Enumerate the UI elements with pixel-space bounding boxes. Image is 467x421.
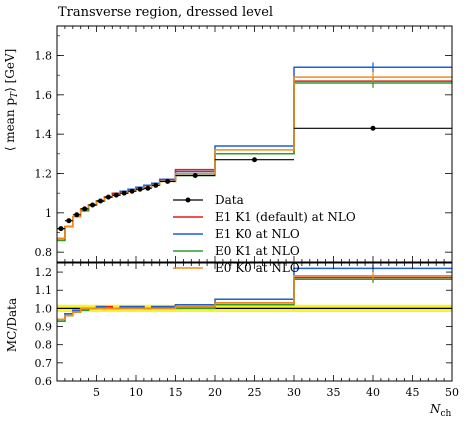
ratio-y-tick-label: 1.1: [35, 284, 53, 297]
data-point: [129, 188, 135, 194]
data-point: [97, 198, 103, 204]
x-axis-label-main: N: [429, 402, 441, 416]
main-plot: 0.8 1 1.2 1.4 1.6 1.8: [35, 25, 453, 263]
ratio-frame: [56, 262, 453, 382]
x-tick-label: 20: [208, 386, 222, 399]
data-point: [66, 218, 72, 224]
ratio-y-tick-label: 0.8: [35, 339, 53, 352]
main-y-tick-label: 1: [45, 207, 52, 220]
data-point: [58, 226, 64, 232]
data-point: [90, 202, 96, 208]
ratio-plot: 5 10 15 20 25 30 35 40 45 50 0.6 0.7 0.8 0.9 1.0 1.1 1.2: [35, 262, 459, 399]
data-point: [74, 212, 80, 218]
main-y-tick-label: 1.2: [35, 168, 53, 181]
legend: Data E1 K1 (default) at NLO E1 K0 at NLO E0…: [173, 193, 356, 275]
ratio-y-tick-label: 0.7: [35, 357, 53, 370]
x-tick-label: 35: [327, 386, 341, 399]
data-point: [165, 178, 171, 184]
data-point: [252, 157, 257, 163]
x-tick-label: 15: [169, 386, 183, 399]
data-point: [121, 190, 127, 196]
main-y-axis-label-suffix: ⟩ [GeV]: [3, 49, 17, 92]
data-point: [192, 172, 198, 178]
main-y-axis-label-prefix: ⟨ mean p: [3, 98, 17, 152]
ratio-y-axis-label: MC/Data: [5, 298, 19, 352]
main-y-tick-label: 1.6: [35, 89, 53, 102]
data-point: [113, 192, 119, 198]
mc-series-3-ratio: [57, 274, 452, 321]
ratio-y-tick-label: 1.0: [35, 302, 53, 315]
mc-series-1-ratio: [57, 267, 452, 321]
x-axis-label: Nch: [429, 402, 452, 419]
x-tick-label: 25: [248, 386, 262, 399]
chart-title: Transverse region, dressed level: [58, 5, 273, 20]
data-point: [105, 194, 111, 200]
x-tick-label: 50: [445, 386, 459, 399]
data-point: [153, 182, 159, 188]
main-y-tick-label: 1.4: [35, 128, 53, 141]
main-y-axis-label: ⟨ mean pT⟩ [GeV]: [3, 49, 20, 152]
data-point: [145, 185, 151, 191]
x-tick-label: 45: [406, 386, 420, 399]
x-tick-label: 40: [366, 386, 380, 399]
legend-marker: [185, 197, 191, 203]
main-y-tick-label: 0.8: [35, 246, 53, 259]
legend-label: E0 K1 at NLO: [215, 244, 300, 258]
data-point: [137, 186, 143, 192]
data-point: [370, 125, 376, 131]
main-y-axis-label-sub: T: [10, 91, 20, 98]
ratio-y-tick-label: 1.2: [35, 266, 53, 279]
mc-series-2-ratio: [57, 278, 452, 322]
legend-label: E1 K0 at NLO: [215, 227, 300, 241]
main-y-tick-label: 1.8: [35, 50, 53, 63]
x-tick-label: 5: [93, 386, 100, 399]
legend-label: E0 K0 at NLO: [215, 261, 300, 275]
ratio-y-tick-label: 0.9: [35, 321, 53, 334]
x-axis-label-sub: ch: [441, 409, 452, 419]
x-tick-label: 10: [129, 386, 143, 399]
legend-label: E1 K1 (default) at NLO: [215, 210, 356, 224]
x-tick-label: 30: [287, 386, 301, 399]
ratio-y-tick-label: 0.6: [35, 375, 53, 388]
legend-label: Data: [215, 193, 244, 207]
data-point: [82, 206, 88, 212]
